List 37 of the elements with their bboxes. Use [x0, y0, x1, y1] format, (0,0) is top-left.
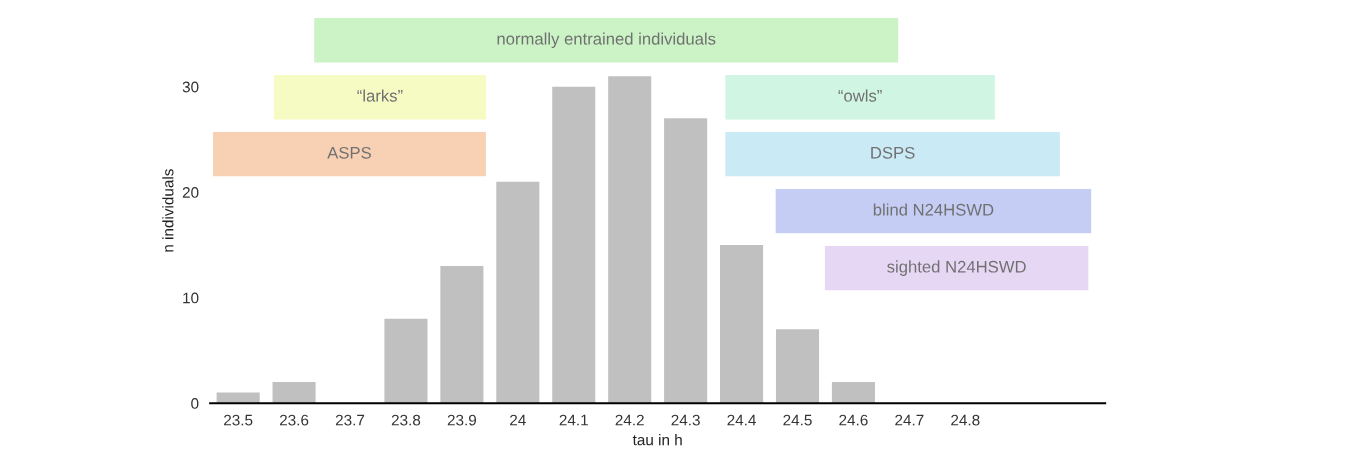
band-label: sighted N24HSWD	[887, 260, 1026, 276]
bar	[440, 266, 484, 404]
x-tick-label: 23.9	[447, 414, 477, 426]
x-tick-label: 24.8	[951, 414, 980, 426]
band-label: DSPS	[871, 146, 915, 159]
y-tick-label: 30	[182, 81, 199, 93]
x-tick-label: 24.1	[559, 414, 588, 426]
band-label: “owls”	[838, 89, 882, 102]
band-label: ASPS	[327, 146, 371, 159]
y-tick-label: 20	[182, 187, 199, 198]
x-tick-label: 23.6	[279, 414, 309, 426]
bar	[552, 86, 596, 404]
x-tick-label: 23.7	[335, 414, 365, 426]
bar	[831, 382, 875, 404]
y-tick-label: 10	[183, 292, 199, 304]
y-tick-label: 0	[191, 398, 199, 409]
band-label: normally entrained individuals	[497, 32, 716, 49]
x-tick-label: 24.2	[615, 414, 644, 426]
band-label: blind N24HSWD	[873, 203, 994, 216]
bar	[496, 181, 540, 404]
x-tick-label: 24	[510, 414, 526, 426]
x-tick-label: 24.7	[895, 414, 924, 426]
y-axis-title: n individuals	[162, 169, 174, 252]
bar	[664, 118, 708, 404]
x-tick-label: 23.5	[224, 414, 253, 426]
x-axis-title: tau in h	[632, 434, 682, 446]
x-tick-label: 24.3	[671, 414, 700, 426]
bar	[384, 318, 428, 404]
bar	[608, 76, 652, 404]
bar	[720, 244, 764, 404]
bar	[775, 329, 820, 404]
x-tick-label: 24.6	[839, 414, 868, 426]
x-tick-label: 24.4	[727, 414, 756, 426]
band-label: “larks”	[357, 89, 403, 102]
x-tick-label: 24.5	[783, 414, 812, 426]
bar	[272, 382, 316, 404]
x-tick-label: 23.8	[391, 414, 421, 426]
